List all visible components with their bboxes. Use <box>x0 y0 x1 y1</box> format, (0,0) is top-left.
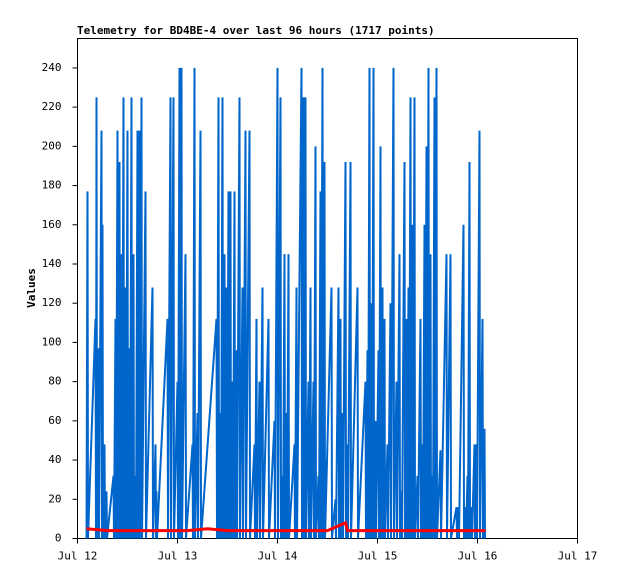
y-tick-label: 40 <box>48 453 61 466</box>
x-tick-label: Jul 13 <box>158 550 198 563</box>
y-tick-label: 140 <box>42 257 62 270</box>
x-tick-label: Jul 14 <box>258 550 298 563</box>
y-tick-label: 80 <box>48 375 61 388</box>
y-tick-label: 60 <box>48 414 61 427</box>
y-tick-label: 240 <box>42 61 62 74</box>
plot-frame <box>77 38 578 539</box>
y-axis-label: Values <box>25 268 38 308</box>
chart-title: Telemetry for BD4BE-4 over last 96 hours… <box>77 24 435 37</box>
y-tick-label: 200 <box>42 139 62 152</box>
x-tick-label: Jul 16 <box>458 550 498 563</box>
data-line <box>85 67 486 539</box>
y-tick-label: 160 <box>42 218 62 231</box>
data-line <box>86 520 486 533</box>
x-tick-label: Jul 15 <box>358 550 398 563</box>
x-tick-label: Jul 12 <box>58 550 98 563</box>
y-tick-label: 0 <box>55 532 62 545</box>
y-tick-label: 180 <box>42 179 62 192</box>
y-tick-label: 120 <box>42 296 62 309</box>
y-tick-label: 220 <box>42 100 62 113</box>
y-tick-label: 100 <box>42 335 62 348</box>
x-tick-label: Jul 17 <box>558 550 598 563</box>
y-tick-label: 20 <box>48 492 61 505</box>
